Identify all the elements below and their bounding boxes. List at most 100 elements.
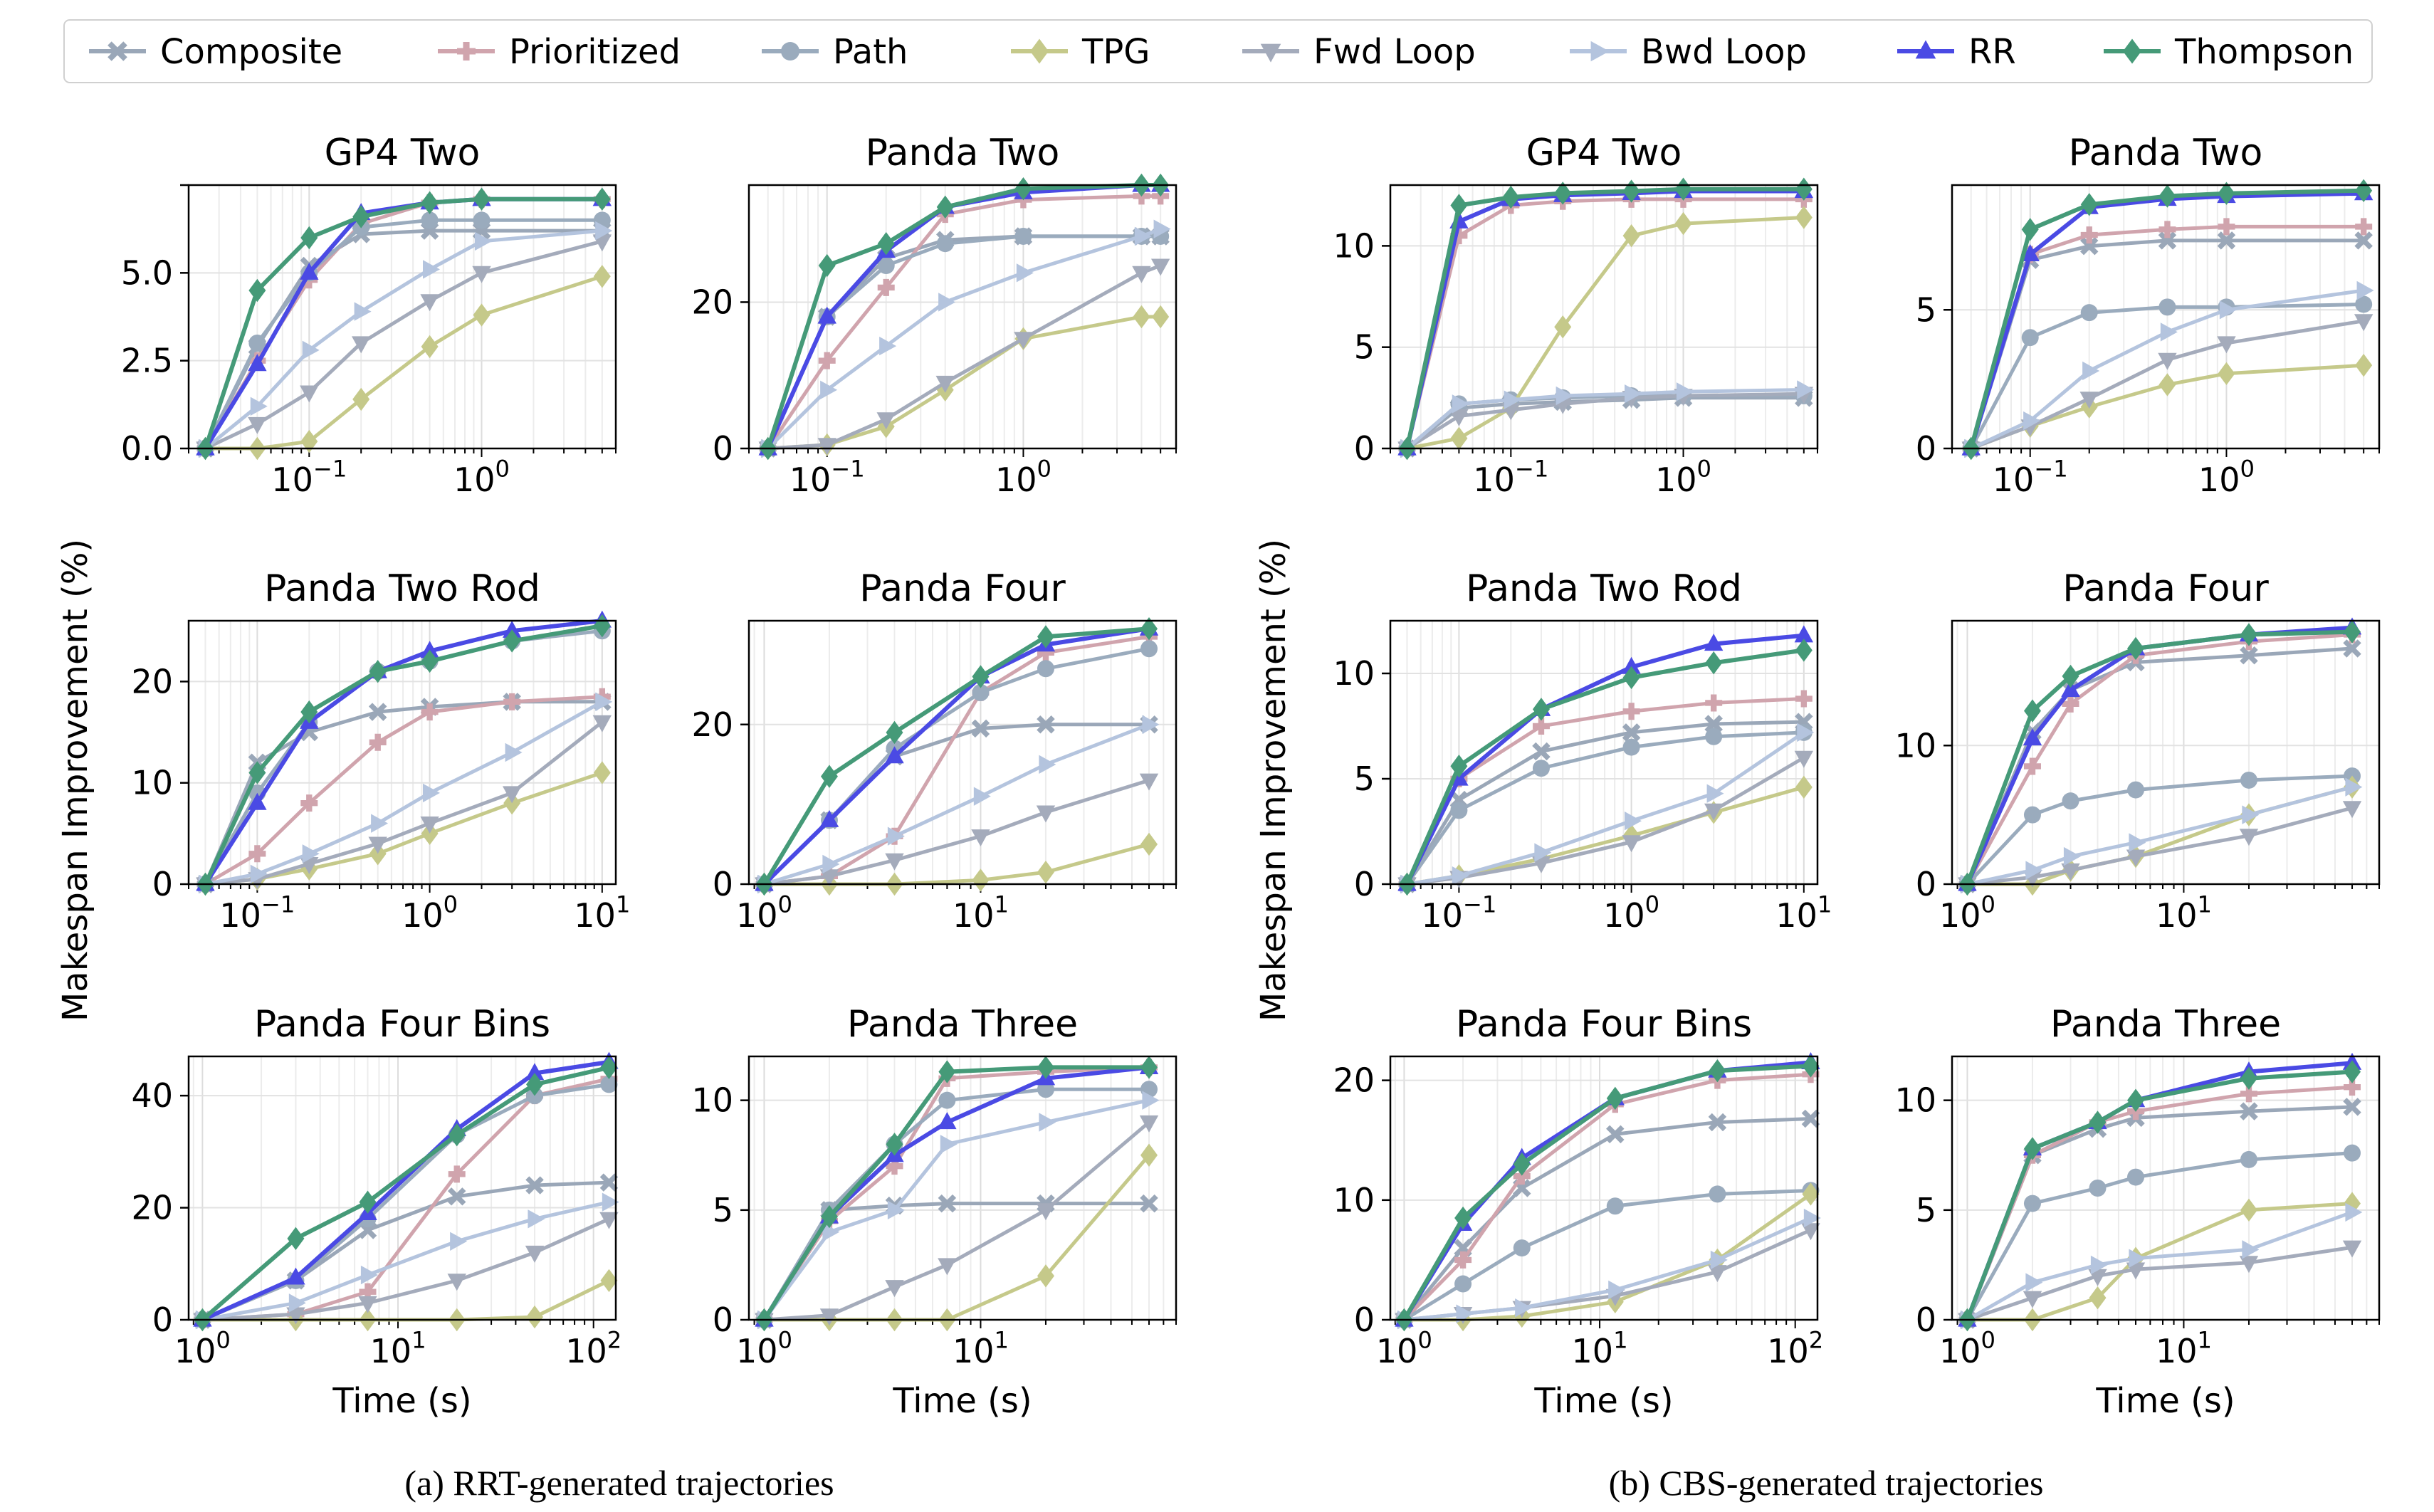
x-axis-label: Time (s): [332, 1381, 471, 1421]
x-tick-label: 10−1: [1473, 455, 1548, 499]
data-point-fwd-loop: [817, 438, 836, 456]
series-line-fwd-loop: [764, 778, 1150, 886]
data-point-path: [1705, 728, 1723, 745]
data-point-composite: [1037, 715, 1055, 734]
panel-title: GP4 Two: [1526, 132, 1682, 174]
data-point-bwd-loop: [2025, 861, 2043, 880]
data-point-thompson: [503, 629, 521, 653]
data-point-prioritized: [421, 703, 439, 721]
series-line-tpg: [1967, 1202, 2353, 1322]
data-point-thompson: [369, 659, 387, 683]
data-point-path: [2158, 298, 2176, 316]
data-point-thompson: [2021, 218, 2039, 241]
data-point-thompson: [2089, 1111, 2107, 1134]
data-point-tpg: [1133, 305, 1150, 329]
y-tick-label: 5: [1354, 760, 1375, 798]
data-point-bwd-loop: [505, 742, 523, 762]
panel-1: 0.0 2.5 5.0 10−1 100 GP4 Two: [121, 132, 617, 499]
data-point-fwd-loop: [525, 1245, 545, 1263]
data-point-bwd-loop: [822, 854, 840, 874]
y-tick-label: 0: [1916, 429, 1936, 468]
series-line-composite: [1966, 646, 2353, 885]
data-point-bwd-loop: [1039, 755, 1056, 775]
data-point-composite: [599, 1173, 619, 1192]
legend-label-fwd-loop: Fwd Loop: [1313, 32, 1476, 72]
data-point-thompson: [1795, 639, 1813, 662]
data-point-tpg: [300, 429, 318, 453]
series-line-path: [1966, 774, 2353, 886]
x-tick-label: 10−1: [790, 455, 865, 499]
data-point-rr: [248, 354, 267, 372]
data-point-path: [1037, 660, 1054, 678]
data-point-tpg: [2158, 373, 2176, 397]
data-point-thompson: [1622, 666, 1640, 690]
data-point-thompson: [1140, 617, 1158, 641]
ylabel-left: Makespan Improvement (%): [56, 539, 95, 1022]
series-line-fwd-loop: [1967, 806, 2353, 886]
data-point-fwd-loop: [368, 836, 387, 854]
data-point-path: [1709, 1185, 1726, 1203]
data-point-composite: [1801, 1109, 1820, 1128]
data-point-prioritized: [369, 733, 387, 751]
data-point-fwd-loop: [2088, 1269, 2107, 1286]
data-point-rr: [819, 809, 839, 827]
legend-marker-prioritized: [457, 42, 476, 61]
series-line-prioritized: [202, 1077, 610, 1322]
data-point-prioritized: [300, 794, 318, 812]
data-point-fwd-loop: [352, 336, 371, 354]
data-point-thompson: [1037, 625, 1054, 649]
data-point-fwd-loop: [2061, 863, 2080, 881]
y-tick-label: 5.0: [121, 253, 173, 292]
x-axis-label: Time (s): [1533, 1381, 1673, 1421]
axes-frame: [187, 619, 617, 886]
axes-frame: [747, 184, 1177, 450]
series-line-fwd-loop: [205, 720, 604, 886]
data-point-bwd-loop: [1515, 1298, 1533, 1318]
data-point-bwd-loop: [1556, 386, 1573, 406]
data-point-path: [1014, 227, 1032, 245]
data-point-thompson: [593, 187, 611, 211]
data-point-prioritized: [2023, 757, 2041, 775]
y-tick-label: 10: [1333, 654, 1375, 693]
series-line-thompson: [1965, 629, 2353, 886]
data-point-thompson: [1709, 1059, 1726, 1083]
data-point-path: [2344, 1144, 2361, 1162]
data-point-path: [600, 1076, 618, 1093]
data-point-rr: [420, 641, 439, 658]
ylabel-right: Makespan Improvement (%): [1254, 539, 1294, 1022]
data-point-prioritized: [248, 845, 266, 863]
data-point-bwd-loop: [2063, 846, 2081, 866]
data-point-path: [2021, 329, 2039, 347]
data-point-tpg: [352, 387, 370, 411]
data-point-bwd-loop: [2345, 1202, 2363, 1222]
data-point-fwd-loop: [876, 412, 896, 430]
series-group: [1397, 177, 1815, 461]
data-point-fwd-loop: [420, 294, 439, 312]
data-point-thompson: [448, 1123, 466, 1147]
data-point-bwd-loop: [450, 1232, 468, 1251]
x-tick-label: 101: [574, 891, 630, 935]
data-point-tpg: [1450, 426, 1468, 450]
data-point-fwd-loop: [819, 869, 839, 887]
data-point-thompson: [287, 1227, 305, 1251]
data-point-path: [2089, 1180, 2107, 1197]
data-point-fwd-loop: [2354, 314, 2373, 332]
series-line-bwd-loop: [201, 1200, 610, 1322]
data-point-bwd-loop: [1625, 812, 1642, 831]
series-group: [755, 1056, 1160, 1332]
data-point-thompson: [352, 205, 370, 229]
data-point-path: [936, 235, 954, 253]
data-point-fwd-loop: [2023, 1291, 2042, 1308]
data-point-path: [2062, 792, 2079, 810]
panel-10: 0 5 10 100 101 Panda Three Time (s): [691, 1003, 1177, 1421]
data-point-thompson: [300, 226, 318, 250]
data-point-fwd-loop: [447, 1274, 466, 1291]
data-point-rr: [525, 1063, 545, 1081]
data-point-bwd-loop: [1676, 382, 1694, 401]
data-point-bwd-loop: [1452, 394, 1469, 414]
data-point-bwd-loop: [1534, 843, 1552, 862]
series-line-prioritized: [1966, 633, 2353, 886]
data-point-prioritized: [1705, 694, 1723, 712]
